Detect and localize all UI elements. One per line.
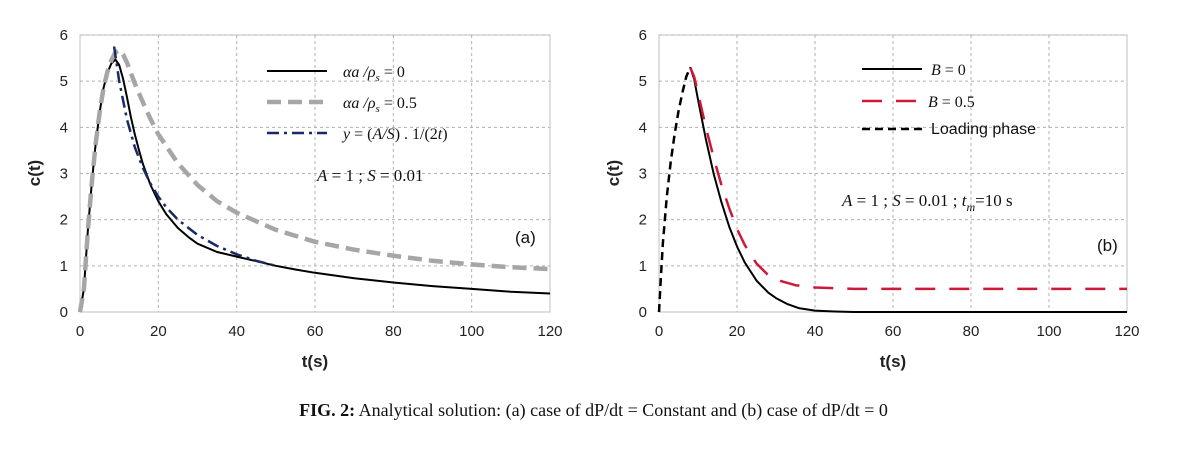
series-line-a-1 (77, 47, 551, 313)
y-tick-label-b-5: 5 (639, 73, 647, 90)
caption-text: Analytical solution: (a) case of dP/dt =… (358, 400, 888, 420)
x-tick-label-a-2: 40 (228, 323, 245, 340)
y-tick-label-a-1: 1 (60, 258, 68, 275)
x-tick-label-b-1: 20 (729, 323, 746, 340)
legend-a: αa /ρs = 0 αa /ρs = 0.5 y = (A/S) . 1/(2… (267, 64, 448, 143)
y-axis-label-b: c(t) (604, 160, 623, 186)
y-tick-label-a-3: 3 (60, 166, 68, 183)
x-tick-label-a-0: 0 (76, 323, 84, 340)
panel-label-a: (a) (515, 228, 536, 247)
y-tick-label-a-0: 0 (60, 304, 68, 321)
annotation-a: A = 1 ; S = 0.01 (316, 166, 424, 185)
x-tick-label-b-2: 40 (807, 323, 824, 340)
panel-label-b: (b) (1097, 236, 1118, 255)
y-tick-label-b-3: 3 (639, 166, 647, 183)
y-axis-label-a: c(t) (25, 160, 44, 186)
y-tick-label-a-4: 4 (60, 119, 68, 136)
legend-b: B = 0 B = 0.5 Loading phase (862, 62, 1036, 138)
legend-label-a-1: αa /ρs = 0.5 (343, 95, 417, 115)
chart-a: 0 20 40 60 80 100 120 0 1 2 3 4 5 6 t(s) c(t) (a) αa … (25, 27, 563, 371)
y-tick-label-b-4: 4 (639, 119, 647, 136)
chart-b: 0 20 40 60 80 100 120 0 1 2 3 4 5 6 t(s) c(t) (b) B =… (604, 27, 1140, 371)
legend-label-a-0: αa /ρs = 0 (343, 64, 405, 84)
x-tick-label-b-5: 100 (1036, 323, 1061, 340)
x-tick-label-b-6: 120 (1114, 323, 1139, 340)
y-tick-label-a-6: 6 (60, 27, 68, 44)
x-tick-label-b-0: 0 (655, 323, 663, 340)
series-line-b-1 (689, 66, 1127, 291)
x-tick-label-a-4: 80 (385, 323, 402, 340)
y-tick-label-a-5: 5 (60, 73, 68, 90)
series-line-b-2 (657, 66, 692, 313)
legend-label-b-1: B = 0.5 (928, 94, 975, 111)
x-tick-label-a-1: 20 (150, 323, 167, 340)
x-axis-label-a: t(s) (302, 352, 328, 371)
legend-label-b-2: Loading phase (931, 121, 1036, 138)
series-line-a-2 (112, 46, 277, 268)
series-group-a (77, 46, 551, 313)
series-line-b-0 (689, 66, 1127, 313)
y-tick-label-b-6: 6 (639, 27, 647, 44)
y-tick-label-b-2: 2 (639, 212, 647, 229)
gridlines-b (659, 34, 1127, 312)
x-tick-label-b-3: 60 (885, 323, 902, 340)
legend-label-b-0: B = 0 (931, 62, 966, 79)
x-tick-label-a-3: 60 (307, 323, 324, 340)
tick-labels-a: 0 20 40 60 80 100 120 0 1 2 3 4 5 6 (60, 27, 563, 340)
y-tick-label-b-1: 1 (639, 258, 647, 275)
y-tick-label-b-0: 0 (639, 304, 647, 321)
caption-label: FIG. 2: (299, 400, 356, 420)
figure-caption: FIG. 2: Analytical solution: (a) case of… (0, 400, 1187, 421)
tick-labels-b: 0 20 40 60 80 100 120 0 1 2 3 4 5 6 (639, 27, 1140, 340)
x-tick-label-a-5: 100 (459, 323, 484, 340)
x-axis-label-b: t(s) (880, 352, 906, 371)
y-tick-label-a-2: 2 (60, 212, 68, 229)
gridlines-a (80, 34, 550, 312)
x-tick-label-b-4: 80 (963, 323, 980, 340)
x-tick-label-a-6: 120 (537, 323, 562, 340)
legend-label-a-2: y = (A/S) . 1/(2t) (341, 126, 448, 143)
series-group-b (657, 66, 1127, 313)
